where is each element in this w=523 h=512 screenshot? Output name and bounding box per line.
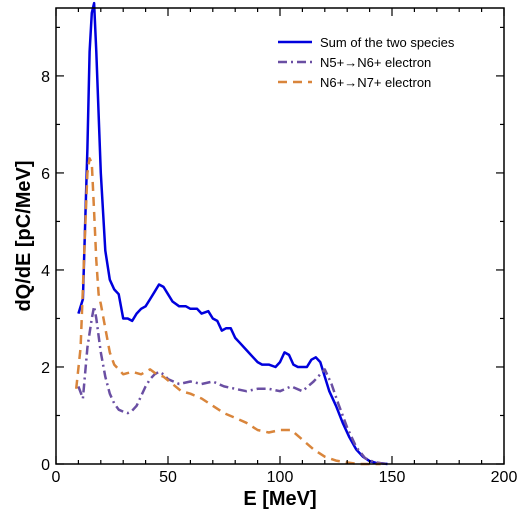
y-tick-label-3: 6	[41, 166, 50, 183]
y-tick-label-4: 8	[41, 69, 50, 86]
series-line-2	[74, 157, 381, 466]
x-axis-title: E [MeV]	[243, 488, 316, 510]
legend-label-2: N6+→N7+ electron	[320, 75, 431, 90]
y-axis-title: dQ/dE [pC/MeV]	[13, 160, 35, 311]
x-tick-label-4: 200	[491, 469, 518, 486]
axis-ticks: 0 50 100 150 200 0 2 4 6 8	[41, 8, 517, 486]
plot-lines	[74, 1, 388, 466]
plot-frame	[55, 7, 505, 465]
x-tick-label-1: 50	[159, 469, 177, 486]
x-tick-label-3: 150	[379, 469, 406, 486]
x-tick-label-0: 0	[52, 469, 61, 486]
x-tick-label-2: 100	[267, 469, 294, 486]
legend: Sum of the two species N5+→N6+ electron N6…	[278, 35, 455, 90]
legend-label-0: Sum of the two species	[320, 35, 455, 50]
legend-label-1: N5+→N6+ electron	[320, 55, 431, 70]
y-tick-label-0: 0	[41, 457, 50, 474]
y-tick-label-2: 4	[41, 263, 50, 280]
y-tick-label-1: 2	[41, 360, 50, 377]
series-line-1	[77, 305, 388, 466]
series-line-0	[77, 1, 388, 466]
